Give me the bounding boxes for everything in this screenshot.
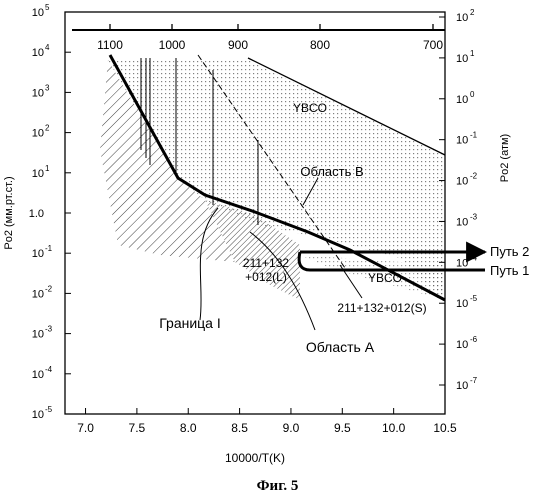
x-tick-label: 9.0 <box>283 421 300 435</box>
y-left-tick-exponent: 5 <box>45 3 50 12</box>
y-right-tick-label: 10 <box>456 94 468 106</box>
y-right-tick-exponent: -2 <box>470 172 478 181</box>
y-right-tick-exponent: 0 <box>470 90 475 99</box>
x-tick-label: 7.5 <box>129 421 146 435</box>
y-right-tick-label: 10 <box>456 176 468 188</box>
temperature-tick-label: 900 <box>228 38 248 52</box>
y-left-tick-exponent: -3 <box>45 325 53 334</box>
y-right-tick-label: 10 <box>456 12 468 24</box>
y-right-tick-exponent: -7 <box>470 376 478 385</box>
y-left-tick-label: 10 <box>32 329 44 341</box>
phase-liquid-label-1: 211+132 <box>243 256 289 270</box>
temperature-tick-label: 700 <box>423 38 443 52</box>
path-1-label: Путь 1 <box>490 263 529 278</box>
y-left-tick-label: 10 <box>32 47 44 59</box>
y-right-tick-label: 10 <box>456 339 468 351</box>
y-left-tick-exponent: 1 <box>45 164 50 173</box>
y-right-tick-label: 10 <box>456 216 468 228</box>
ybco-lower-label: YBCO <box>368 271 402 285</box>
phase-solid-label: 211+132+012(S) <box>337 301 426 315</box>
y-right-tick-exponent: -3 <box>470 212 478 221</box>
y-right-tick-label: 10 <box>456 257 468 269</box>
x-axis-label: 10000/T(K) <box>225 451 285 465</box>
x-axis-ticks: 7.0 7.5 8.0 8.5 9.0 9.5 10.0 10.5 <box>77 408 457 435</box>
path-2-label: Путь 2 <box>490 244 529 259</box>
region-a-label: Область А <box>306 339 375 355</box>
y-right-tick-label: 10 <box>456 380 468 392</box>
y-left-tick-exponent: -1 <box>45 244 53 253</box>
x-tick-label: 8.0 <box>180 421 197 435</box>
temperature-tick-label: 1100 <box>97 38 123 52</box>
y-left-tick-exponent: -5 <box>45 405 53 414</box>
y-right-tick-exponent: -4 <box>470 253 478 262</box>
y-left-tick-label: 10 <box>32 248 44 260</box>
boundary-I-label: Граница I <box>159 315 221 331</box>
y-left-tick-exponent: 3 <box>45 83 50 92</box>
y-right-tick-exponent: -6 <box>470 335 478 344</box>
y-left-tick-exponent: 2 <box>45 124 50 133</box>
ybco-upper-label: YBCO <box>293 101 327 115</box>
temperature-tick-label: 800 <box>310 38 330 52</box>
y-left-tick-label: 10 <box>32 369 44 381</box>
y-left-tick-label: 10 <box>32 168 44 180</box>
y-right-tick-exponent: 2 <box>470 8 475 17</box>
y-left-tick-exponent: -2 <box>45 284 53 293</box>
y-left-tick-exponent: 4 <box>45 43 50 52</box>
y-right-axis-label: Po2 (атм) <box>499 134 511 182</box>
figure-caption: Фиг. 5 <box>0 478 555 495</box>
y-right-tick-exponent: -5 <box>470 294 478 303</box>
y-right-tick-exponent: -1 <box>470 131 478 140</box>
temperature-axis-ticks: 1100 1000 900 800 700 <box>97 24 443 52</box>
region-b-label: Область В <box>300 164 363 179</box>
y-left-axis-label: Po2 (мм.рт.ст.) <box>3 176 15 249</box>
y-left-tick-label: 1.0 <box>29 208 44 220</box>
y-right-tick-label: 10 <box>456 135 468 147</box>
temperature-tick-label: 1000 <box>159 38 186 52</box>
y-left-tick-label: 10 <box>32 288 44 300</box>
y-left-tick-exponent: -4 <box>45 365 53 374</box>
x-tick-label: 10.5 <box>433 421 457 435</box>
y-left-tick-label: 10 <box>32 87 44 99</box>
y-left-tick-label: 10 <box>32 409 44 421</box>
phase-diagram: 11001000900800700 7.07.58.08.59.09.510.0… <box>0 0 555 480</box>
y-right-tick-label: 10 <box>456 298 468 310</box>
y-right-tick-exponent: 1 <box>470 49 475 58</box>
y-left-tick-label: 10 <box>32 128 44 140</box>
x-tick-label: 8.5 <box>231 421 248 435</box>
x-tick-label: 9.5 <box>334 421 351 435</box>
x-tick-label: 10.0 <box>382 421 406 435</box>
y-right-tick-label: 10 <box>456 53 468 65</box>
y-left-tick-label: 10 <box>32 7 44 19</box>
x-tick-label: 7.0 <box>77 421 94 435</box>
phase-liquid-label-2: +012(L) <box>245 270 287 284</box>
